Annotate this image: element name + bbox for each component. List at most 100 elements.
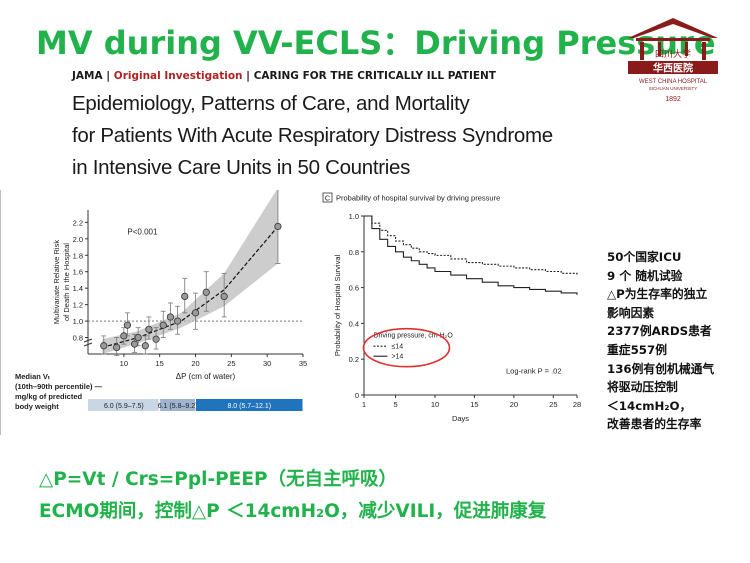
note-line: 改善患者的生存率 [607,417,702,432]
x-tick-label: 20 [510,400,518,409]
y-tick-label: 2.0 [73,235,83,244]
logo-line2: 华西医院 [653,62,693,75]
relative-risk-chart: 0.8 1.0 1.2 1.4 1.6 1.8 2.0 2.2 10 15 20 25 30 35 P<0.… [15,184,307,411]
y-tick-label: 2.2 [73,218,83,227]
hospital-logo-graphic: 四川大学 华西医院 WEST CHINA HOSPITAL SICHUAN UN… [628,18,718,103]
y-tick-label: 0.8 [73,334,83,343]
data-point [166,313,175,321]
y-tick-label: 1.2 [73,301,83,310]
formula-line: △P=Vt / Crs=Ppl-PEEP（无自主呼吸） [39,469,398,490]
tidal-volume-segment-label: 6.1 (5.8–9.2) [158,403,198,410]
note-line: 影响因素 [607,305,655,320]
survival-curve [364,215,578,276]
x-tick-label: 25 [227,359,235,368]
y-axis-label: Multivariate Relative Risk [52,240,61,324]
journal-sep-2: | [242,70,254,82]
paper-title-line-1: Epidemiology, Patterns of Care, and Mort… [72,92,470,115]
data-point [141,342,149,350]
x-tick-label: 1 [362,400,366,409]
data-point [113,343,121,352]
logo-line1: 四川大学 [655,48,691,59]
x-axis-label: ΔP (cm of water) [176,372,236,381]
journal-section: CARING FOR THE CRITICALLY ILL PATIENT [253,70,496,82]
journal-name: JAMA [72,70,103,82]
paper-title-line-2: for Patients With Acute Respiratory Dist… [72,124,553,147]
article-type: Original Investigation [113,70,243,82]
data-point [152,335,160,343]
highlight-circle [362,327,451,368]
data-point [173,317,182,325]
confidence-band [102,187,278,354]
y-tick-label: 1.6 [73,268,83,277]
panel-letter: C [325,194,331,203]
x-tick-label: 15 [155,359,163,368]
y-tick-label: 0.4 [349,319,359,328]
p-value-annotation: P<0.001 [127,228,158,237]
data-point [134,333,142,342]
data-point [100,342,108,350]
y-tick-label: 0 [355,391,359,400]
x-tick-label: 5 [393,400,397,409]
log-rank-annotation: Log-rank P = .02 [506,367,562,376]
panel-c-survival: C Probability of hospital survival by dri… [322,190,592,435]
x-tick-label: 35 [299,359,307,368]
note-line: 将驱动压控制 [607,380,678,395]
data-point [274,222,282,231]
paper-title-line-3: in Intensive Care Units in 50 Countries [72,156,411,179]
x-tick-label: 30 [263,359,271,368]
x-axis-label: Days [452,414,469,423]
axis-break [83,338,93,347]
panel-b-relative-risk: 0.8 1.0 1.2 1.4 1.6 1.8 2.0 2.2 10 15 20 25 30 35 P<0.… [0,184,319,435]
x-tick-label: 10 [431,400,439,409]
footer-label: mg/kg of predicted [15,392,83,401]
logo-line4: SICHUAN UNIVERSITY [649,86,698,91]
data-point [191,309,200,317]
footer-label: Median Vₜ [15,372,51,381]
logo-line3: WEST CHINA HOSPITAL [639,79,708,85]
tidal-volume-segment-label: 6.0 (5.9–7.5) [104,403,144,410]
note-line: ＜14cmH₂O， [607,398,692,413]
logo-year: 1892 [665,96,681,103]
x-tick-label: 15 [470,400,478,409]
data-point [202,288,210,296]
data-point [145,325,153,333]
y-tick-label: 0.8 [349,248,359,257]
hospital-logo: 四川大学 华西医院 WEST CHINA HOSPITAL SICHUAN UN… [614,8,732,104]
note-line: 9 个 随机试验 [607,268,683,283]
x-tick-label: 28 [573,400,581,409]
footer-label: (10th–90th percentile) — [15,382,103,391]
y-tick-label: 1.0 [349,212,359,221]
note-line: 2377例ARDS患者 [607,324,712,339]
notes-list: 50个国家ICU 9 个 随机试验 △P为生存率的独立 影响因素 2377例AR… [607,248,750,434]
y-tick-label: 1.0 [73,317,83,326]
trend-line [102,226,279,348]
footer-label: body weight [15,402,59,411]
data-point [159,321,167,329]
journal-sep: | [102,70,114,82]
chart-title: Probability of hospital survival by driv… [336,194,500,203]
legend-label: ≤14 [391,344,403,351]
tidal-volume-segment [88,399,159,411]
conclusion-line: ECMO期间，控制△P ＜14cmH₂O，减少VILI，促进肺康复 [39,501,547,522]
tidal-volume-segment [196,399,303,411]
x-tick-label: 20 [191,359,199,368]
legend-label: >14 [391,354,403,361]
note-line: 重症557例 [607,342,668,357]
data-point [123,321,132,329]
y-axis-label: Probability of Hospital Survival [333,255,342,357]
data-point [220,292,228,301]
note-line: 136例有创机械通气 [607,361,715,376]
y-axis-label: of Death in the Hospital [62,243,71,321]
slide-title: MV during VV-ECLS：Driving Pressure [36,24,716,62]
journal-line: JAMA | Original Investigation | CARING F… [72,70,496,82]
y-tick-label: 1.4 [73,284,83,293]
x-tick-label: 25 [549,400,557,409]
panel-letter-box [322,192,333,203]
survival-curve [364,215,578,295]
tidal-volume-segment [160,399,195,411]
note-line: 50个国家ICU [607,250,682,264]
data-point [130,340,139,348]
legend-title: Driving pressure, cm H₂O [373,333,453,340]
y-tick-label: 0.6 [349,284,359,293]
survival-chart: C Probability of hospital survival by dri… [322,192,581,423]
